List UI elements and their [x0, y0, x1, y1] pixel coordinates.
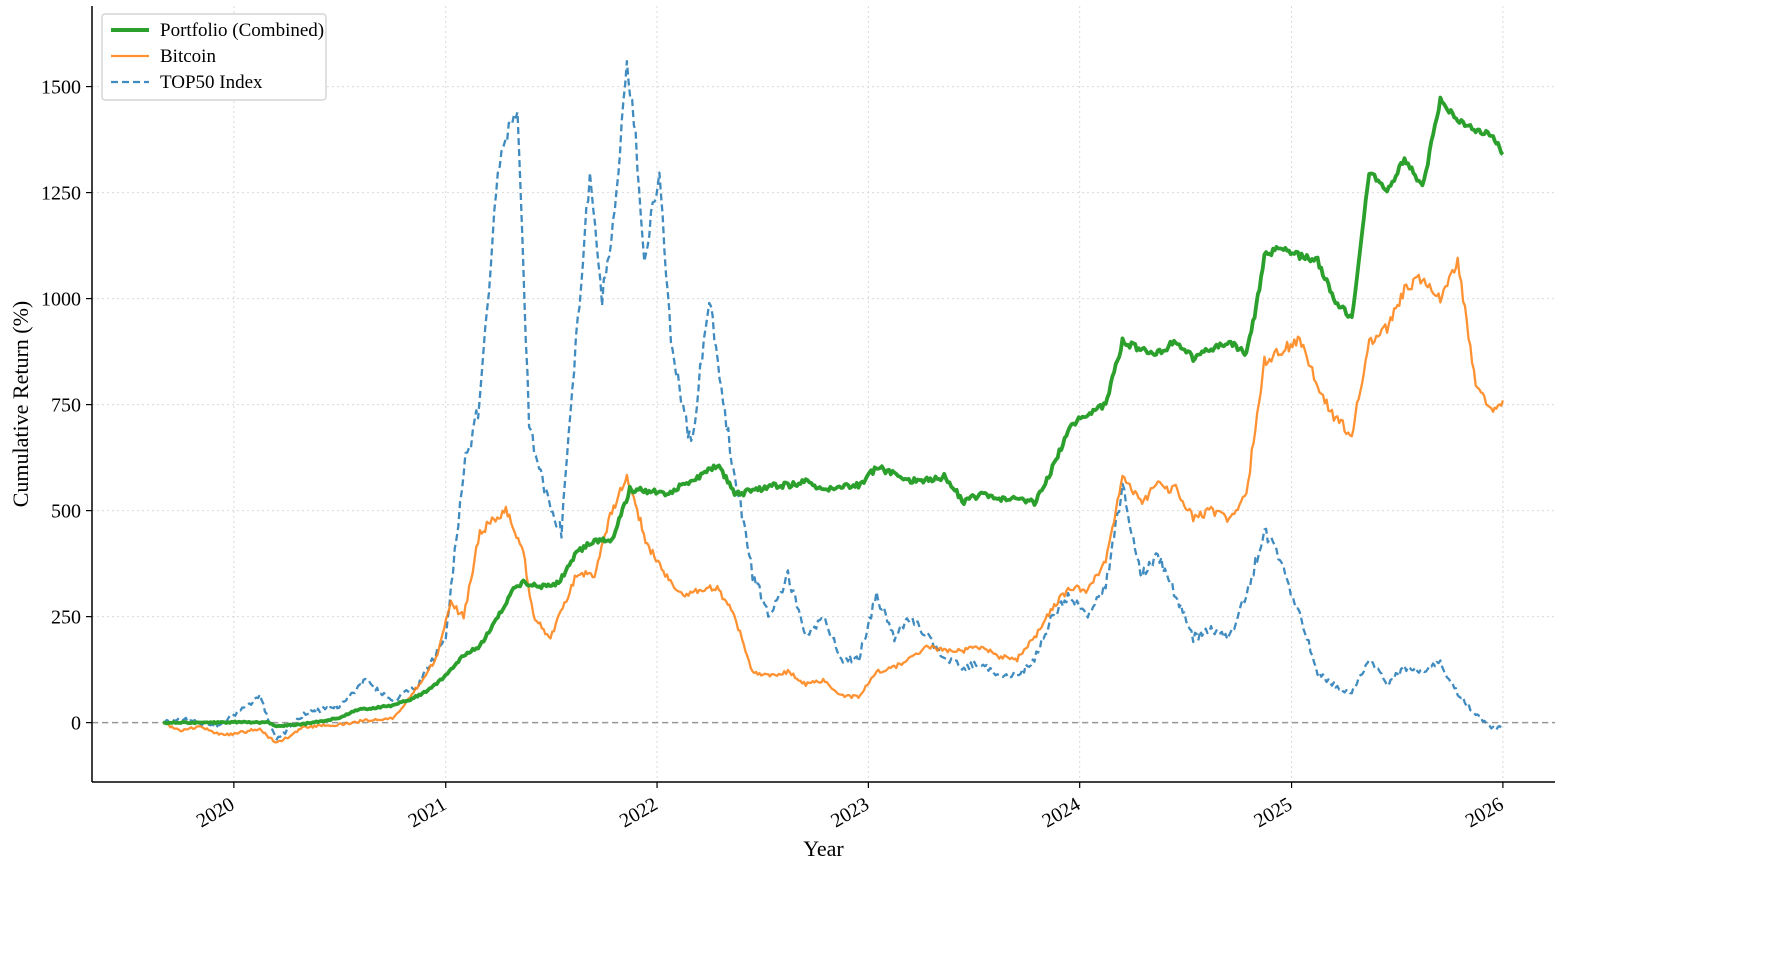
legend-box: [101, 13, 327, 101]
axes: [91, 6, 1555, 783]
x-tick-label: 2020: [193, 793, 239, 832]
legend: Portfolio (Combined) Bitcoin TOP50 Index: [101, 13, 327, 101]
x-tick-label: 2021: [405, 793, 451, 832]
y-tick-label: 750: [51, 395, 81, 417]
series-line-bitcoin: [162, 256, 1505, 744]
x-tick-label: 2024: [1039, 793, 1085, 832]
series-lines: [162, 59, 1505, 744]
y-tick-label: 1250: [41, 183, 81, 205]
x-tick-label: 2022: [616, 793, 662, 832]
x-tick-label: 2025: [1250, 793, 1296, 832]
series-line-top50: [162, 59, 1504, 741]
legend-label-top50: TOP50 Index: [160, 72, 263, 93]
legend-label-bitcoin: Bitcoin: [160, 46, 216, 67]
series-line-portfolio: [163, 95, 1505, 729]
grid: [92, 6, 1555, 782]
legend-items: Portfolio (Combined) Bitcoin TOP50 Index: [111, 20, 324, 93]
x-tick-label: 2026: [1462, 793, 1508, 832]
legend-label-portfolio: Portfolio (Combined): [160, 20, 324, 41]
y-tick-label: 1000: [41, 289, 81, 311]
x-tick-label: 2023: [827, 793, 873, 832]
x-axis-ticks: 2020 2021 2022 2023 2024 2025 2026: [193, 782, 1508, 832]
y-tick-label: 500: [51, 501, 81, 523]
y-tick-label: 0: [71, 713, 81, 735]
y-axis-label: Cumulative Return (%): [8, 301, 33, 508]
x-axis-label: Year: [803, 836, 844, 861]
y-tick-label: 1500: [41, 77, 81, 99]
y-tick-label: 250: [51, 607, 81, 629]
y-axis-ticks: 0 250 500 750 1000 1250 1500: [41, 77, 92, 735]
